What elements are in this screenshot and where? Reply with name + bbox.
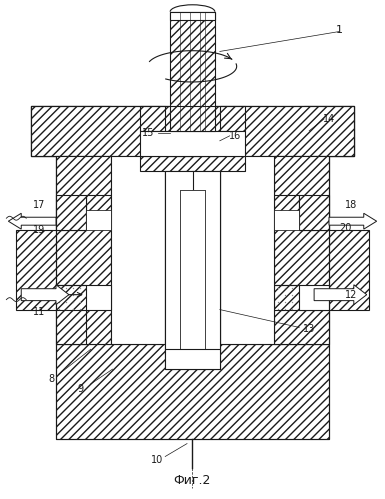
Polygon shape bbox=[180, 191, 205, 354]
Polygon shape bbox=[56, 156, 110, 344]
Text: 12: 12 bbox=[345, 290, 357, 300]
Polygon shape bbox=[275, 285, 329, 309]
Polygon shape bbox=[192, 191, 205, 354]
Polygon shape bbox=[8, 213, 56, 229]
Polygon shape bbox=[299, 230, 369, 309]
Text: 15: 15 bbox=[142, 128, 154, 138]
Polygon shape bbox=[141, 131, 244, 156]
Text: 10: 10 bbox=[151, 456, 163, 466]
Polygon shape bbox=[31, 106, 354, 156]
Polygon shape bbox=[56, 156, 110, 230]
Text: 19: 19 bbox=[33, 225, 45, 235]
Polygon shape bbox=[275, 156, 329, 230]
Polygon shape bbox=[193, 171, 220, 354]
Bar bbox=[31, 106, 110, 156]
Text: 9: 9 bbox=[78, 384, 84, 394]
Polygon shape bbox=[329, 213, 377, 229]
Polygon shape bbox=[141, 156, 244, 171]
Text: Фиг.2: Фиг.2 bbox=[173, 474, 211, 487]
Text: 20: 20 bbox=[340, 223, 352, 233]
Polygon shape bbox=[56, 344, 329, 439]
Text: 17: 17 bbox=[33, 200, 45, 210]
Text: 1: 1 bbox=[335, 24, 342, 34]
Text: 16: 16 bbox=[229, 131, 241, 141]
Bar bbox=[304, 106, 354, 156]
Polygon shape bbox=[56, 309, 86, 344]
Polygon shape bbox=[16, 230, 86, 309]
Bar bbox=[31, 106, 354, 156]
Polygon shape bbox=[110, 156, 165, 344]
Text: 8: 8 bbox=[48, 374, 54, 384]
Polygon shape bbox=[165, 171, 192, 354]
Polygon shape bbox=[141, 106, 165, 131]
Polygon shape bbox=[86, 210, 110, 230]
Polygon shape bbox=[299, 196, 329, 230]
Polygon shape bbox=[56, 285, 110, 309]
Polygon shape bbox=[275, 210, 299, 230]
Polygon shape bbox=[165, 354, 220, 369]
Polygon shape bbox=[21, 285, 69, 304]
Polygon shape bbox=[170, 12, 215, 19]
Polygon shape bbox=[275, 156, 329, 344]
Polygon shape bbox=[165, 349, 220, 369]
Polygon shape bbox=[165, 171, 193, 354]
Polygon shape bbox=[170, 12, 215, 131]
Polygon shape bbox=[192, 171, 220, 354]
Polygon shape bbox=[220, 156, 275, 344]
Polygon shape bbox=[180, 191, 192, 354]
Text: 11: 11 bbox=[33, 306, 45, 316]
Polygon shape bbox=[275, 309, 329, 344]
Polygon shape bbox=[56, 196, 86, 230]
Polygon shape bbox=[314, 285, 367, 304]
Polygon shape bbox=[220, 106, 244, 131]
Text: 13: 13 bbox=[303, 324, 315, 334]
Text: 14: 14 bbox=[323, 114, 335, 124]
Text: 18: 18 bbox=[345, 200, 357, 210]
Polygon shape bbox=[165, 131, 220, 156]
